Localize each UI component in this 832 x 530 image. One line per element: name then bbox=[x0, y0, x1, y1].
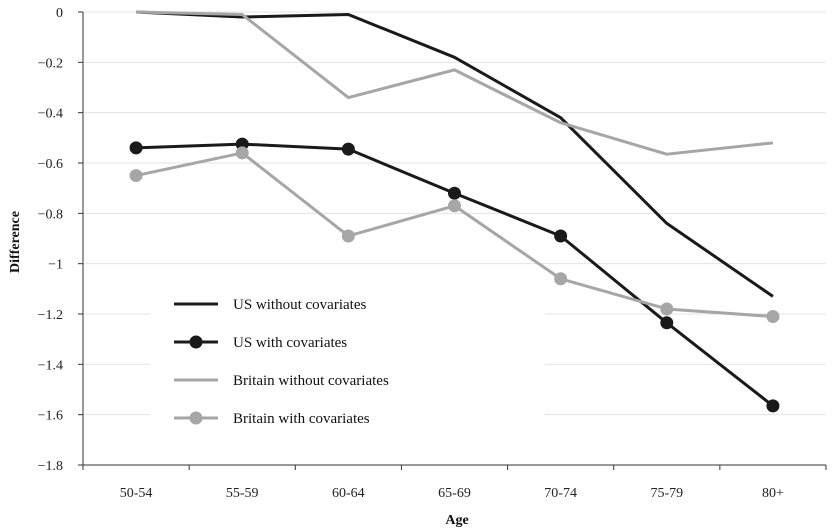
legend-label: Britain with covariates bbox=[233, 411, 370, 427]
legend: US without covariates US with covariates B… bbox=[174, 297, 389, 427]
x-tick-label: 65-69 bbox=[438, 486, 471, 501]
y-tick-label: −1.2 bbox=[38, 308, 63, 323]
data-point bbox=[660, 316, 674, 330]
data-point bbox=[129, 141, 143, 155]
data-point bbox=[766, 310, 780, 324]
y-tick-label: −1.6 bbox=[38, 409, 63, 424]
legend-label: US without covariates bbox=[233, 297, 366, 313]
y-tick-label: 0 bbox=[56, 6, 63, 21]
data-point bbox=[341, 229, 355, 243]
y-tick-label: −1.8 bbox=[38, 459, 63, 474]
y-tick-label: −0.6 bbox=[38, 157, 63, 172]
series-line bbox=[136, 10, 774, 298]
data-point bbox=[235, 146, 249, 160]
x-tick-label: 70-74 bbox=[544, 486, 577, 501]
legend-background bbox=[150, 282, 545, 434]
legend-label: US with covariates bbox=[233, 335, 347, 351]
y-tick-label: −1 bbox=[48, 258, 63, 273]
x-tick-label: 75-79 bbox=[650, 486, 683, 501]
y-tick-label: −1.4 bbox=[38, 358, 63, 373]
x-axis-title: Age bbox=[445, 513, 468, 528]
data-point bbox=[766, 399, 780, 413]
series-lines bbox=[129, 10, 780, 413]
data-point bbox=[448, 199, 461, 213]
x-tick-label: 80+ bbox=[762, 486, 784, 501]
data-point bbox=[554, 229, 568, 243]
x-tick-labels: 50-54 55-59 60-64 65-69 70-74 75-79 80+ bbox=[120, 486, 784, 501]
data-point bbox=[448, 186, 461, 200]
data-point bbox=[660, 302, 674, 316]
y-tick-label: −0.8 bbox=[38, 207, 63, 222]
y-tick-labels: 0 −0.2 −0.4 −0.6 −0.8 −1 −1.2 −1.4 −1.6 −1.8 bbox=[38, 6, 63, 474]
x-tick-label: 55-59 bbox=[226, 486, 259, 501]
series-line bbox=[136, 10, 774, 156]
x-tick-label: 50-54 bbox=[120, 486, 153, 501]
legend-label: Britain without covariates bbox=[233, 373, 389, 389]
data-point bbox=[129, 169, 143, 183]
axes bbox=[78, 11, 827, 470]
legend-marker bbox=[189, 335, 203, 349]
y-tick-label: −0.4 bbox=[38, 107, 63, 122]
y-tick-label: −0.2 bbox=[38, 56, 63, 71]
legend-marker bbox=[189, 411, 203, 425]
data-point bbox=[554, 272, 568, 286]
y-axis-title: Difference bbox=[8, 211, 23, 273]
data-point bbox=[341, 142, 355, 156]
x-tick-label: 60-64 bbox=[332, 486, 365, 501]
